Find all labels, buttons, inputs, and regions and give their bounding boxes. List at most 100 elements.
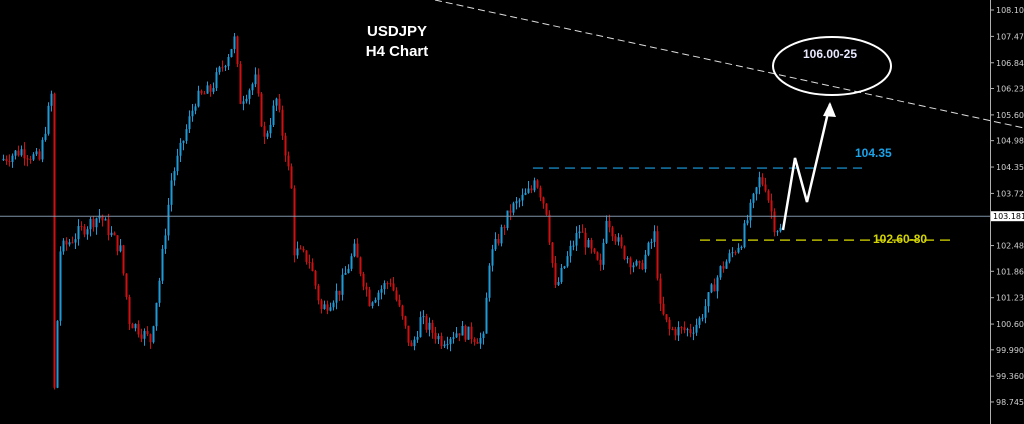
candle-body [482,333,485,339]
candle-body [575,233,578,246]
candle-body [221,67,224,69]
candle-body [65,240,68,245]
candle-body [689,329,692,334]
candle-body [203,93,206,95]
candle-body [101,215,104,221]
candle-body [716,277,719,292]
candle-body [257,74,260,94]
candle-body [644,254,647,270]
candle-body [719,266,722,278]
candle-body [89,219,92,230]
candle-body [56,320,59,388]
candles [2,32,782,390]
candle-body [242,101,245,104]
candle-body [422,316,425,318]
candle-body [743,223,746,248]
candle-body [500,227,503,244]
candle-body [701,317,704,319]
candle-body [275,98,278,106]
y-tick-label: 101.865 [996,267,1024,276]
candle-body [227,56,230,67]
candle-body [392,283,395,291]
candle-body [107,219,110,236]
candle-body [302,248,305,251]
candle-body [620,237,623,247]
candle-body [281,109,284,136]
candle-body [317,285,320,301]
candle-body [470,326,473,340]
candle-body [443,344,446,347]
candle-body [248,90,251,99]
candle-body [185,129,188,141]
candle-body [428,322,431,330]
candle-body [26,158,29,160]
candle-body [440,335,443,347]
candle-body [506,210,509,228]
candle-body [116,235,119,252]
candle-body [329,307,332,311]
candle-body [245,98,248,102]
candle-body [686,329,689,331]
candle-body [323,304,326,310]
candle-body [605,220,608,243]
candle-body [335,290,338,303]
candle-body [413,339,416,347]
candle-body [377,292,380,300]
y-tick-label: 104.355 [996,163,1024,172]
candle-body [479,338,482,344]
candle-body [650,241,653,243]
candle-body [554,263,557,285]
candle-body [416,336,419,340]
y-tick-label: 101.235 [996,294,1024,303]
chart-subtitle: H4 Chart [366,43,429,60]
candle-body [23,149,26,159]
candle-body [272,105,275,125]
projection-arrow [781,103,832,231]
candle-body [230,49,233,57]
y-tick-label: 104.985 [996,137,1024,146]
candle-body [548,214,551,243]
y-tick-label: 105.600 [996,111,1024,120]
y-tick-label: 108.105 [996,6,1024,15]
candle-body [599,259,602,265]
candle-body [371,302,374,307]
candle-body [287,155,290,167]
trendline [434,0,1024,129]
candle-body [410,342,413,347]
candle-body [305,250,308,262]
candle-body [62,240,65,252]
candle-body [179,142,182,156]
candle-body [17,150,20,156]
candle-body [593,248,596,253]
candle-body [434,332,437,340]
candle-body [197,90,200,107]
candle-body [326,304,329,311]
candle-body [518,200,521,202]
candle-body [740,247,743,249]
candle-body [164,235,167,249]
candle-body [125,273,128,297]
candle-body [350,256,353,269]
candle-body [542,197,545,204]
current-price-label: 103.181 [993,212,1024,221]
candle-body [122,245,125,274]
candle-body [737,247,740,253]
candle-body [551,242,554,264]
candle-body [404,316,407,326]
candle-body [152,326,155,343]
y-tick-label: 103.725 [996,189,1024,198]
candle-body [473,339,476,343]
candle-body [425,316,428,330]
candle-body [296,248,299,256]
candle-body [668,319,671,329]
candle-body [563,266,566,269]
candle-body [278,98,281,110]
candle-body [266,133,269,137]
current-price-box [991,211,1024,222]
candle-body [311,262,314,271]
candle-body [215,72,218,89]
candle-body [545,203,548,215]
candle-body [755,187,758,194]
candle-body [86,229,89,235]
